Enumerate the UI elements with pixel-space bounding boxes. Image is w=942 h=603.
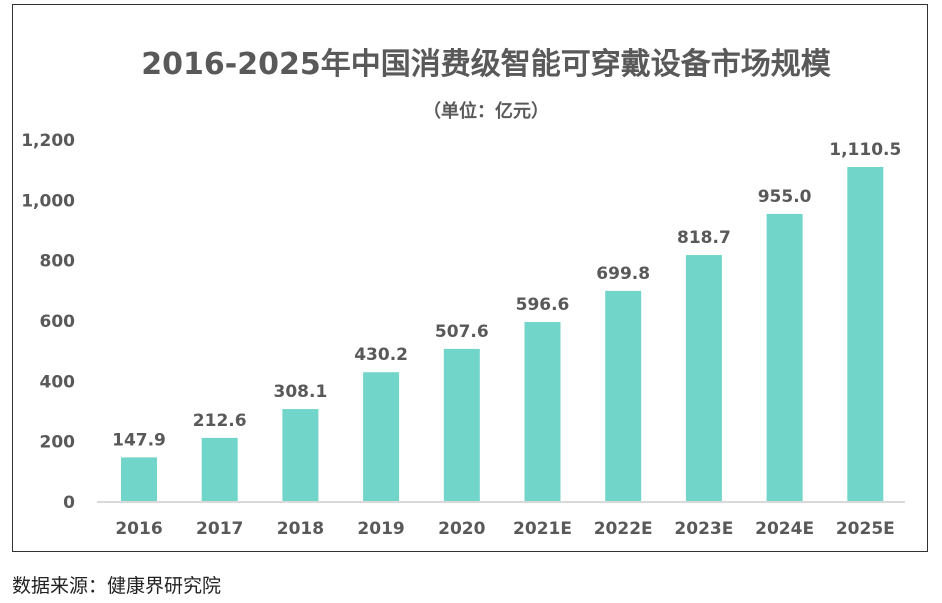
data-label: 1,110.5 xyxy=(829,140,901,160)
data-label: 818.7 xyxy=(677,228,731,248)
chart-subtitle: （单位：亿元） xyxy=(423,100,549,122)
x-tick-label: 2025E xyxy=(836,519,895,539)
x-tick-label: 2016 xyxy=(115,519,162,539)
chart-title: 2016-2025年中国消费级智能可穿戴设备市场规模 xyxy=(141,47,830,82)
y-tick-label: 200 xyxy=(40,433,76,453)
x-tick-label: 2022E xyxy=(594,519,653,539)
y-tick-label: 600 xyxy=(40,312,76,332)
chart-frame xyxy=(12,4,928,552)
bar-2023E xyxy=(685,255,722,502)
bar-2020 xyxy=(443,348,480,502)
x-tick-label: 2020 xyxy=(438,519,485,539)
x-tick-label: 2021E xyxy=(513,519,572,539)
data-label: 212.6 xyxy=(193,411,247,431)
bar-2018 xyxy=(282,409,319,502)
y-tick-label: 400 xyxy=(40,372,76,392)
y-tick-label: 0 xyxy=(63,493,75,513)
data-label: 308.1 xyxy=(274,382,328,402)
data-label: 430.2 xyxy=(354,345,408,365)
data-label: 147.9 xyxy=(112,430,166,450)
x-tick-label: 2019 xyxy=(357,519,404,539)
data-label: 507.6 xyxy=(435,322,489,342)
bar-2021E xyxy=(524,322,561,502)
bar-2025E xyxy=(847,166,884,503)
data-label: 596.6 xyxy=(516,295,570,315)
bar-2019 xyxy=(363,372,400,502)
y-tick-label: 800 xyxy=(40,252,76,272)
y-tick-label: 1,000 xyxy=(21,191,75,211)
x-tick-label: 2018 xyxy=(277,519,324,539)
bar-2022E xyxy=(605,290,642,502)
data-label: 699.8 xyxy=(596,264,650,284)
x-tick-label: 2023E xyxy=(674,519,733,539)
x-tick-label: 2024E xyxy=(755,519,814,539)
bar-chart: 2016-2025年中国消费级智能可穿戴设备市场规模 （单位：亿元） 0 200 4… xyxy=(21,47,905,539)
bar-2024E xyxy=(766,213,803,503)
x-tick-label: 2017 xyxy=(196,519,243,539)
data-source: 数据来源：健康界研究院 xyxy=(12,575,222,597)
bar-2016 xyxy=(121,457,157,502)
bar-2017 xyxy=(201,437,238,502)
y-tick-label: 1,200 xyxy=(21,131,75,151)
data-label: 955.0 xyxy=(758,187,812,207)
